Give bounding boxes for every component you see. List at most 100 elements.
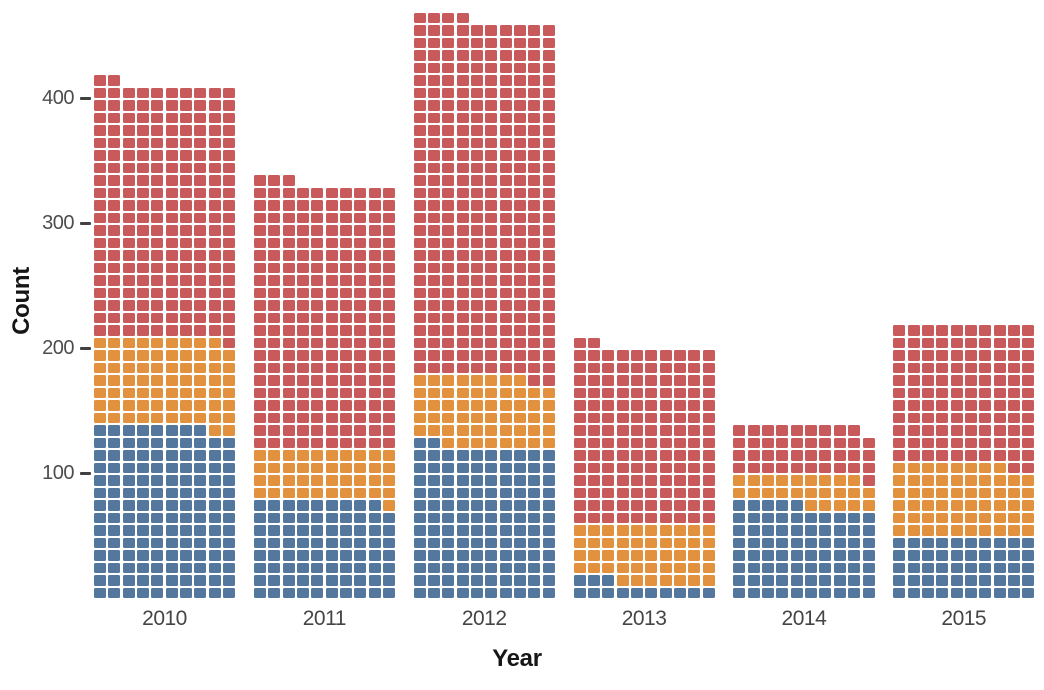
waffle-square-blue [122,475,135,486]
waffle-square-orange [354,475,367,486]
waffle-square-blue [907,537,920,548]
waffle-square-blue [165,550,178,561]
waffle-square-red [950,437,963,448]
waffle-square-blue [180,487,193,498]
waffle-square-red [296,325,309,336]
waffle-square-orange [339,487,352,498]
waffle-square-blue [194,450,207,461]
waffle-square-red [776,437,789,448]
waffle-square-red [268,412,281,423]
waffle-square-blue [514,487,527,498]
waffle-square-red [165,87,178,98]
waffle-square-blue [862,562,875,573]
waffle-square-red [528,225,541,236]
waffle-square-red [456,212,469,223]
waffle-square-red [762,450,775,461]
waffle-square-blue [979,575,992,586]
waffle-square-blue [542,450,555,461]
waffle-square-red [950,362,963,373]
waffle-square-red [528,287,541,298]
waffle-square-orange [268,487,281,498]
waffle-square-red [94,312,106,323]
waffle-square-blue [499,500,512,511]
waffle-square-orange [921,487,934,498]
waffle-square-blue [833,537,846,548]
waffle-square-blue [471,525,484,536]
waffle-square-red [542,150,555,161]
waffle-square-red [413,200,426,211]
waffle-square-red [354,362,367,373]
waffle-square-red [673,500,686,511]
waffle-square-red [542,50,555,61]
waffle-square-red [776,450,789,461]
waffle-square-red [616,400,629,411]
waffle-square-red [268,375,281,386]
waffle-square-red [339,375,352,386]
waffle-square-blue [108,525,121,536]
waffle-square-orange [862,500,875,511]
waffle-square-red [499,237,512,248]
waffle-square-blue [94,475,106,486]
waffle-square-blue [151,562,164,573]
waffle-square-red [907,425,920,436]
waffle-square-blue [354,537,367,548]
waffle-square-orange [137,350,150,361]
waffle-square-blue [950,575,963,586]
waffle-square-blue [790,587,803,598]
waffle-square-red [733,462,746,473]
waffle-square-blue [733,537,746,548]
waffle-square-red [428,100,441,111]
waffle-square-blue [413,550,426,561]
waffle-square-red [413,112,426,123]
waffle-square-red [165,287,178,298]
waffle-square-red [151,262,164,273]
waffle-square-orange [485,400,498,411]
waffle-square-red [339,325,352,336]
waffle-square-orange [630,525,643,536]
waffle-square-red [542,237,555,248]
waffle-square-red [296,400,309,411]
waffle-square-orange [702,525,715,536]
waffle-square-red [471,25,484,36]
waffle-square-orange [776,487,789,498]
waffle-square-red [223,337,236,348]
waffle-square-blue [471,587,484,598]
waffle-square-red [268,437,281,448]
waffle-square-blue [747,562,760,573]
waffle-square-blue [456,475,469,486]
waffle-square-red [573,437,586,448]
waffle-square-red [194,200,207,211]
waffle-square-blue [442,537,455,548]
waffle-square-red [702,500,715,511]
waffle-square-red [456,225,469,236]
waffle-square-orange [165,412,178,423]
waffle-square-red [325,212,338,223]
waffle-square-blue [208,462,221,473]
waffle-square-blue [514,575,527,586]
waffle-square-orange [573,525,586,536]
waffle-square-orange [862,487,875,498]
waffle-square-orange [413,387,426,398]
waffle-square-orange [542,425,555,436]
waffle-square-red [122,225,135,236]
waffle-square-red [499,150,512,161]
waffle-square-red [1008,325,1021,336]
waffle-square-blue [180,450,193,461]
waffle-square-red [528,375,541,386]
waffle-square-red [253,175,266,186]
waffle-square-red [137,125,150,136]
waffle-square-red [499,187,512,198]
waffle-square-red [921,400,934,411]
waffle-square-red [223,87,236,98]
waffle-square-blue [428,575,441,586]
waffle-square-blue [208,562,221,573]
waffle-square-blue [456,525,469,536]
waffle-square-red [456,250,469,261]
waffle-square-blue [616,587,629,598]
waffle-square-red [137,162,150,173]
waffle-square-blue [733,550,746,561]
waffle-square-red [573,412,586,423]
waffle-square-blue [151,575,164,586]
waffle-square-blue [471,575,484,586]
waffle-square-red [528,312,541,323]
